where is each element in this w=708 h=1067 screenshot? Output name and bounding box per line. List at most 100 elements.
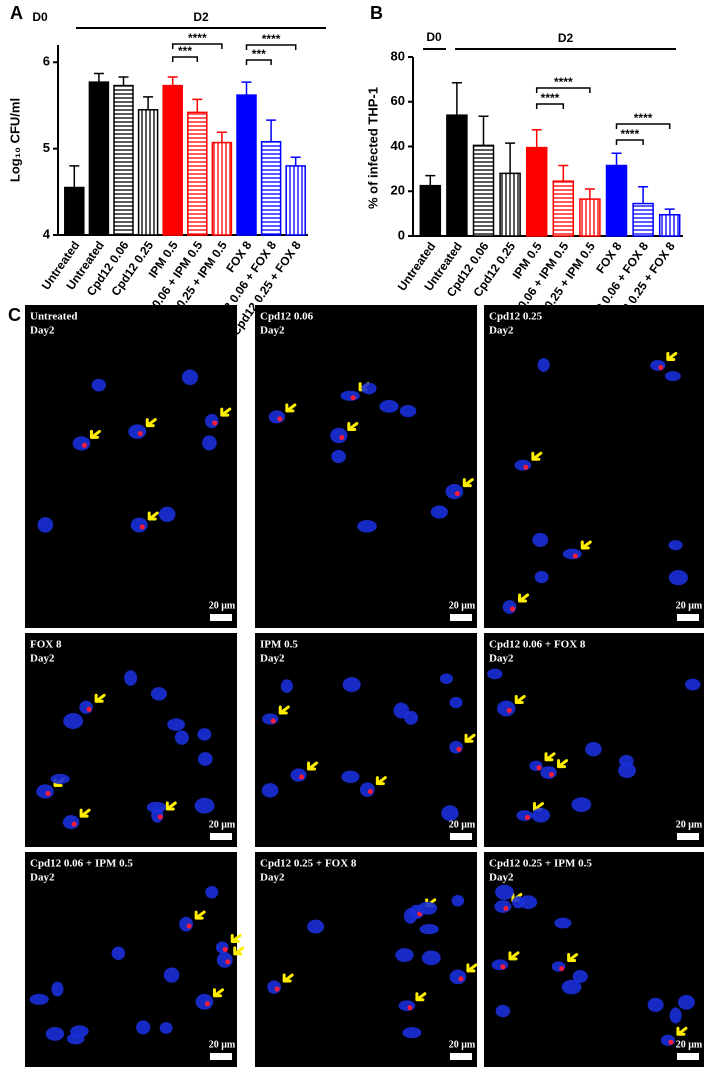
bar [285, 165, 306, 236]
arrow [544, 752, 556, 762]
micrograph: IPM 0.5 Day2 20 μm [255, 633, 477, 847]
micrograph: Untreated Day2 20 μm [25, 305, 237, 628]
scale-bar [210, 614, 232, 621]
y-tick-label: 20 [391, 183, 405, 198]
significance-bracket [535, 103, 565, 109]
panel-label: A [10, 3, 23, 23]
bacteria [299, 774, 305, 780]
cell-nucleus [417, 901, 438, 915]
significance-bracket [245, 44, 297, 50]
cell-nucleus [664, 371, 681, 382]
error-bar [638, 186, 649, 204]
arrow [233, 946, 245, 956]
cell-nucleus [290, 768, 307, 782]
bacteria [510, 606, 516, 612]
scale-bar [210, 1053, 232, 1060]
y-tick-label: 4 [43, 226, 51, 241]
micrograph-title: Cpd12 0.25 [489, 311, 543, 323]
cell-nucleus [79, 700, 93, 715]
arrow [514, 694, 526, 704]
arrow [194, 910, 206, 920]
micrograph-day: Day2 [260, 872, 285, 884]
micrograph-day: Day2 [489, 872, 514, 884]
cell-nucleus [668, 569, 688, 586]
cell-nucleus [195, 993, 214, 1010]
scale-bar [450, 1053, 472, 1060]
cell-nucleus [330, 427, 348, 444]
cell-nucleus [163, 967, 180, 983]
cell-nucleus [512, 896, 525, 909]
cell-nucleus [540, 766, 557, 780]
bacteria [81, 442, 87, 448]
cell-nucleus [497, 700, 516, 717]
arrow [557, 759, 569, 769]
cell-nucleus [146, 801, 167, 813]
cell-nucleus [685, 678, 701, 691]
scale-bar [677, 614, 699, 621]
bacteria [270, 718, 276, 724]
arrow [212, 988, 224, 998]
micrograph-title: Cpd12 0.06 [260, 311, 314, 323]
cell-nucleus [307, 919, 325, 934]
cell-nucleus [494, 900, 512, 913]
scale-bar [677, 1053, 699, 1060]
micrograph-image [255, 852, 477, 1067]
cell-nucleus [502, 600, 517, 614]
cell-nucleus [534, 570, 549, 584]
panel-label: B [370, 3, 383, 23]
bacteria [204, 1001, 210, 1007]
cell-nucleus [340, 390, 360, 401]
cell-nucleus [514, 459, 532, 471]
scale-bar-label: 20 μm [209, 600, 236, 611]
error-bar [451, 81, 462, 116]
bacteria [139, 524, 145, 530]
cell-nucleus [51, 981, 64, 997]
error-bar [425, 174, 436, 186]
arrow [285, 403, 297, 413]
error-bar [290, 156, 301, 166]
error-bar [664, 208, 675, 215]
y-axis-label: Log₁₀ CFU/ml [7, 98, 22, 182]
significance-label: **** [620, 127, 639, 141]
arrow [508, 951, 520, 961]
arrow [466, 963, 478, 973]
cell-nucleus [128, 424, 147, 439]
bacteria [157, 814, 163, 820]
cell-nucleus [167, 718, 186, 731]
micrograph-day: Day2 [260, 653, 285, 665]
arrow [531, 451, 543, 461]
micrograph: Cpd12 0.06 Day2 20 μm [255, 305, 477, 628]
cell-nucleus [537, 358, 550, 372]
bacteria [506, 707, 512, 713]
micrograph-day: Day2 [489, 325, 514, 337]
micrograph-day: Day2 [30, 653, 55, 665]
bacteria [367, 789, 373, 795]
bar [419, 184, 442, 237]
cell-nucleus [66, 1033, 85, 1045]
micrograph: Cpd12 0.25 Day2 20 μm [484, 305, 704, 628]
group-label: D2 [558, 31, 574, 45]
bacteria [454, 491, 460, 497]
error-bar [93, 72, 104, 83]
cell-nucleus [261, 783, 279, 798]
micrograph-image [255, 633, 477, 847]
bacteria [212, 420, 218, 426]
bacteria [71, 821, 77, 827]
significance-label: **** [262, 32, 281, 46]
bacteria [186, 923, 192, 929]
arrow [165, 801, 177, 811]
cell-nucleus [449, 696, 463, 709]
error-bar [505, 142, 516, 174]
bar [472, 144, 495, 237]
scale-bar-label: 20 μm [676, 1039, 703, 1050]
cell-nucleus [449, 740, 463, 754]
arrow [375, 776, 387, 786]
cell-nucleus [419, 923, 439, 935]
arrow [464, 733, 476, 743]
bar [236, 94, 257, 236]
cell-nucleus [341, 770, 360, 783]
bar [88, 81, 110, 236]
bacteria [500, 964, 506, 970]
micrograph-day: Day2 [30, 325, 55, 337]
